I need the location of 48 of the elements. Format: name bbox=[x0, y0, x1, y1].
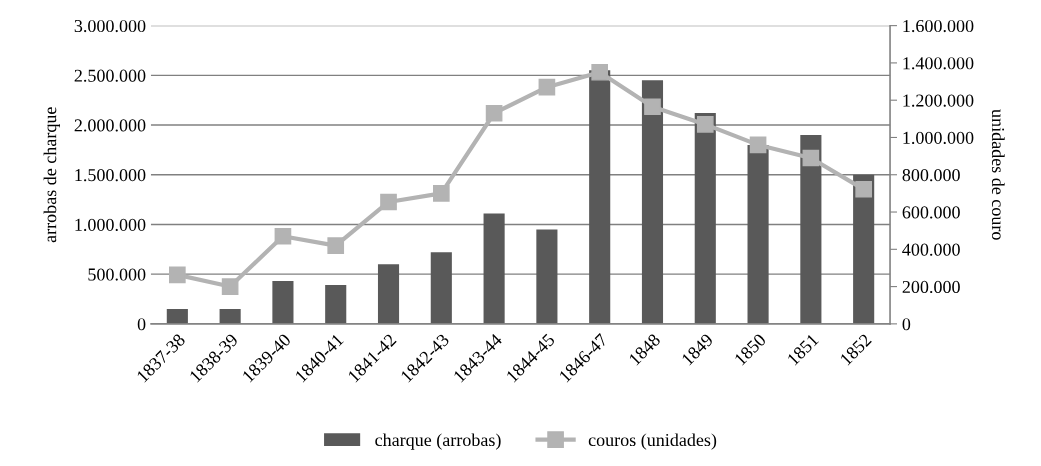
point bbox=[221, 278, 239, 295]
y-axis-title: arrobas de charque bbox=[43, 107, 60, 243]
point bbox=[169, 266, 186, 284]
y-tick-label: 1.000.000 bbox=[75, 218, 146, 231]
bar bbox=[589, 70, 611, 324]
point bbox=[696, 116, 714, 133]
legend-label: couros (unidades) bbox=[588, 433, 717, 450]
y2-tick-label: 800.000 bbox=[902, 169, 960, 182]
y2-tick-label: 200.000 bbox=[902, 280, 960, 294]
y-tick-label: 3.000.000 bbox=[74, 19, 146, 33]
y2-tick-label: 1.600.000 bbox=[903, 19, 974, 33]
point bbox=[485, 104, 503, 122]
legend-label: charque (arrobas) bbox=[375, 433, 501, 450]
point bbox=[538, 78, 556, 96]
y2-tick-label: 600.000 bbox=[902, 206, 960, 219]
bar bbox=[483, 213, 505, 324]
point bbox=[432, 185, 450, 202]
bar bbox=[536, 229, 558, 324]
bar bbox=[747, 144, 769, 324]
y-tick-label: 500.000 bbox=[88, 268, 146, 281]
bar bbox=[694, 113, 716, 324]
point bbox=[274, 227, 292, 245]
point bbox=[644, 98, 661, 116]
bar bbox=[800, 134, 822, 324]
bar bbox=[853, 174, 875, 324]
y-tick-label: 2.500.000 bbox=[74, 69, 146, 82]
point bbox=[327, 237, 345, 254]
y-tick-label: 2.000.000 bbox=[74, 119, 146, 132]
bar bbox=[430, 252, 452, 324]
bar bbox=[272, 281, 294, 324]
point bbox=[855, 180, 872, 198]
y-tick-label: 1.500.000 bbox=[75, 169, 146, 182]
bar bbox=[377, 264, 400, 324]
y-tick-label: 0 bbox=[137, 318, 146, 331]
bar bbox=[166, 308, 188, 324]
bar bbox=[325, 285, 347, 324]
y2-tick-label: 0 bbox=[902, 318, 911, 331]
point bbox=[802, 149, 820, 167]
point bbox=[749, 136, 767, 154]
y2-tick-label: 1.400.000 bbox=[903, 57, 974, 70]
y2-tick-label: 400.000 bbox=[902, 243, 960, 256]
point bbox=[380, 193, 397, 211]
y2-tick-label: 1.000.000 bbox=[903, 131, 974, 144]
y2-tick-label: 1.200.000 bbox=[903, 94, 974, 107]
y2-axis-title: unidades de couro bbox=[991, 109, 1005, 240]
bar bbox=[219, 308, 241, 324]
bar bbox=[641, 80, 664, 324]
point bbox=[591, 63, 609, 81]
